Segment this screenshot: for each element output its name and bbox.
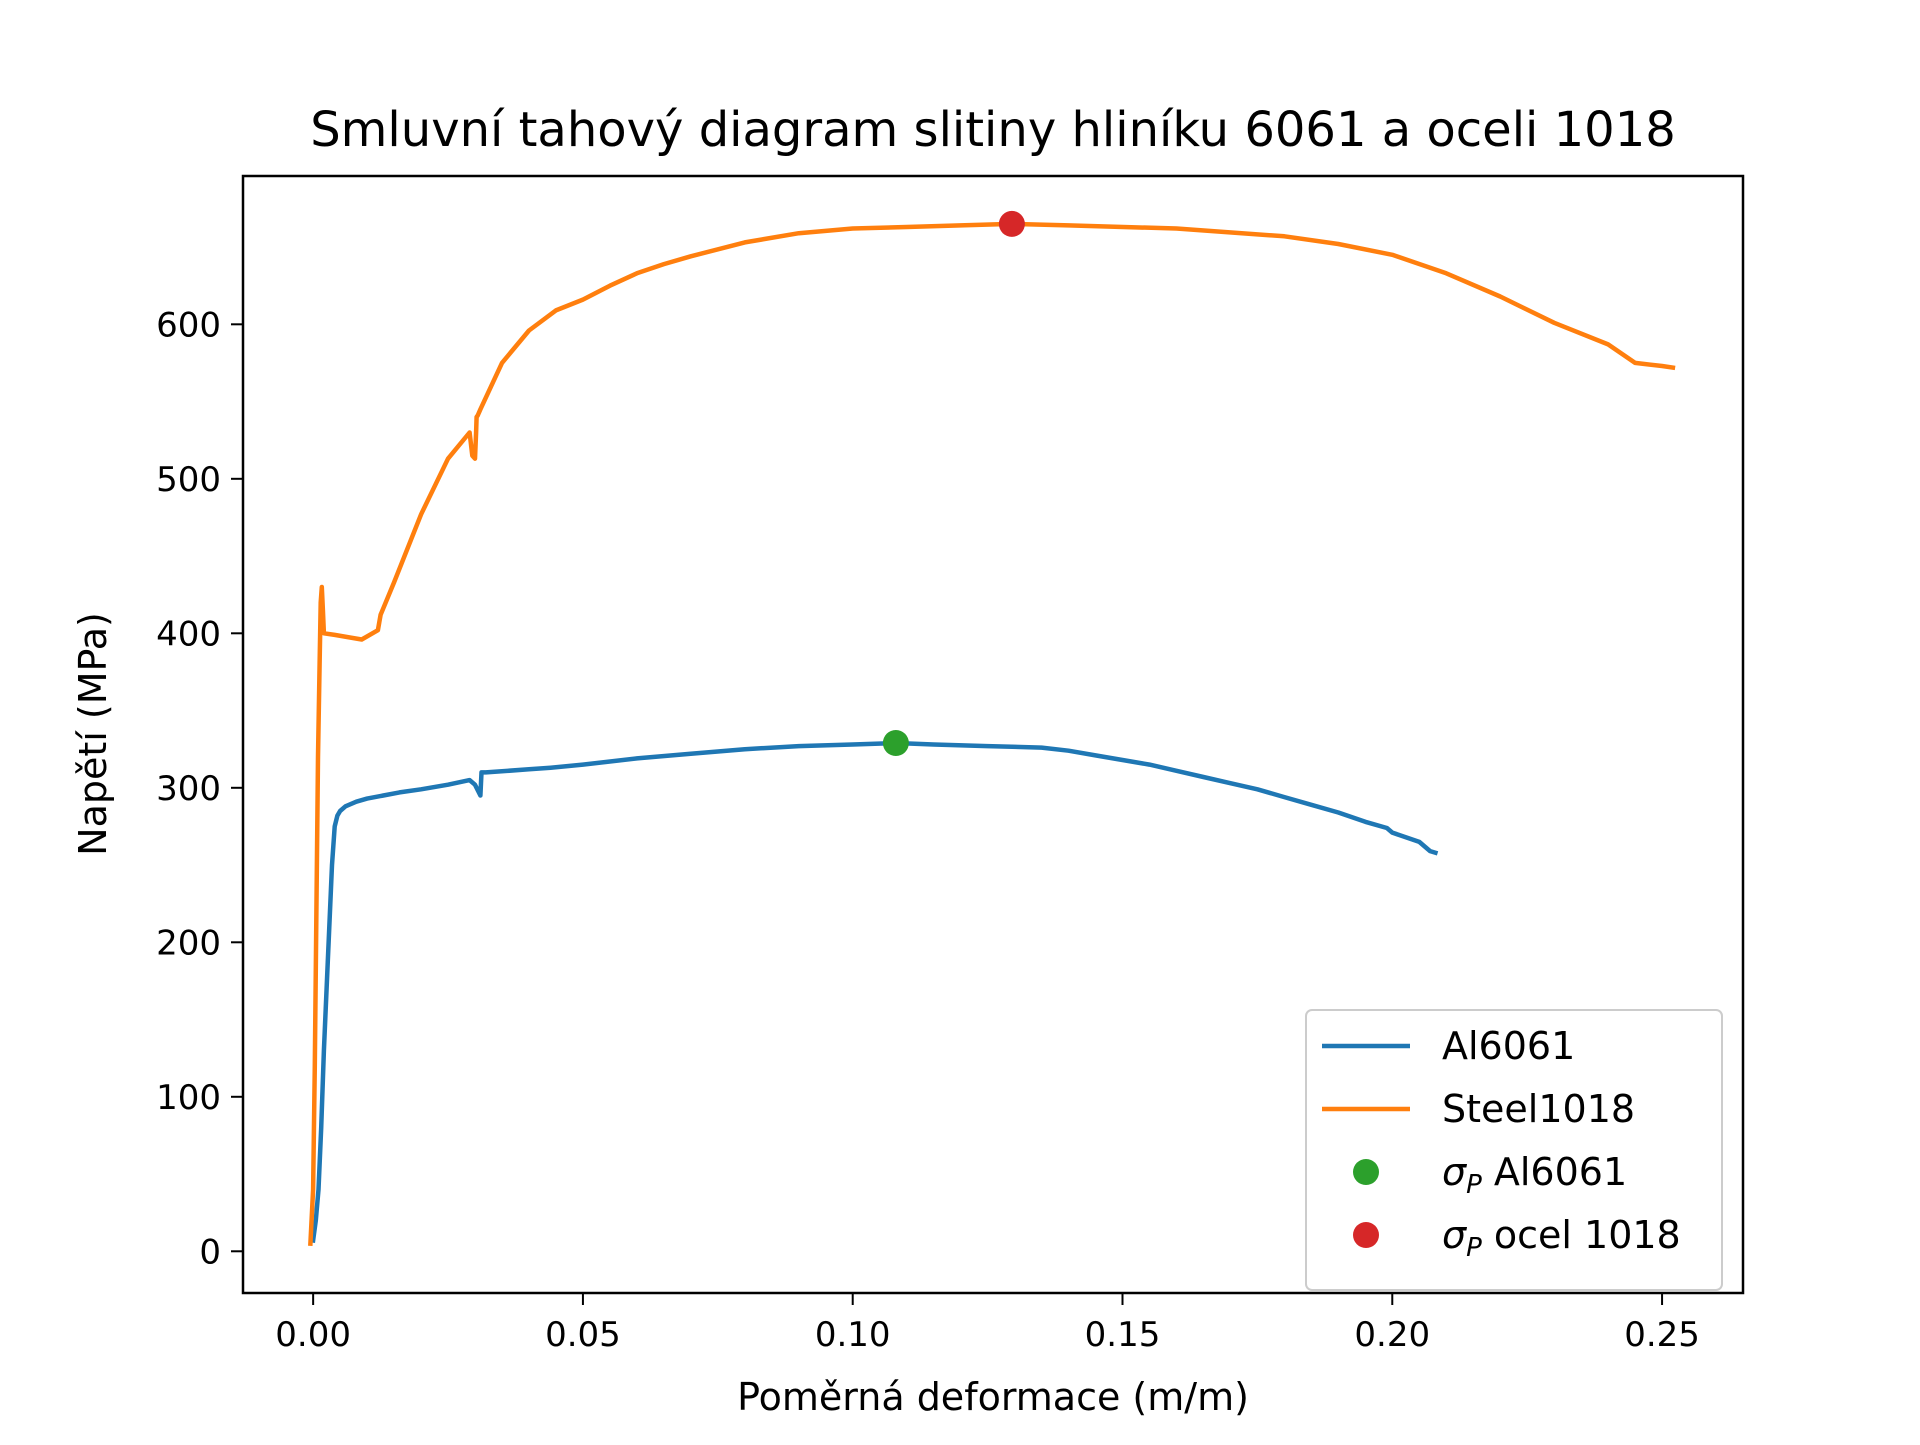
x-axis-label: Poměrná deformace (m/m) [737, 1375, 1249, 1419]
legend-item: σP ocel 1018 [1353, 1213, 1681, 1263]
legend-label: Steel1018 [1442, 1087, 1635, 1131]
legend-label: σP Al6061 [1442, 1150, 1627, 1200]
y-tick-label: 500 [156, 460, 221, 500]
x-tick-label: 0.00 [275, 1315, 351, 1355]
y-axis-ticks: 0 100 200 300 400 500 600 [156, 305, 243, 1272]
x-tick-label: 0.20 [1354, 1315, 1430, 1355]
legend: Al6061 Steel1018 σP Al6061 σP ocel 1018 [1305, 1009, 1723, 1291]
y-tick-label: 100 [156, 1078, 221, 1118]
plot-frame [241, 174, 1745, 1295]
series-line-al6061 [310, 740, 1439, 1244]
plot-layer [308, 210, 1676, 1246]
legend-box [1305, 1009, 1723, 1291]
legend-item: Steel1018 [1322, 1087, 1635, 1131]
legend-item: σP Al6061 [1353, 1150, 1627, 1200]
legend-label: σP ocel 1018 [1442, 1213, 1681, 1263]
y-tick-label: 200 [156, 923, 221, 963]
series-line-steel1018 [308, 221, 1676, 1246]
legend-marker-swatch [1353, 1159, 1379, 1185]
x-tick-label: 0.25 [1624, 1315, 1700, 1355]
data-point-p-al6061 [882, 729, 909, 756]
x-axis-ticks: 0.00 0.05 0.10 0.15 0.20 0.25 [275, 1293, 1700, 1355]
x-tick-label: 0.05 [545, 1315, 621, 1355]
y-axis-label: Napětí (MPa) [71, 612, 115, 856]
y-tick-label: 400 [156, 614, 221, 654]
y-tick-label: 300 [156, 769, 221, 809]
y-tick-label: 600 [156, 305, 221, 345]
legend-label: Al6061 [1442, 1024, 1575, 1068]
data-point-p-ocel-1018 [998, 210, 1025, 237]
x-tick-label: 0.15 [1085, 1315, 1161, 1355]
y-tick-label: 0 [199, 1232, 221, 1272]
legend-item: Al6061 [1322, 1024, 1575, 1068]
legend-marker-swatch [1353, 1222, 1379, 1248]
x-tick-label: 0.10 [815, 1315, 891, 1355]
chart-title: Smluvní tahový diagram slitiny hliníku 6… [310, 102, 1676, 158]
